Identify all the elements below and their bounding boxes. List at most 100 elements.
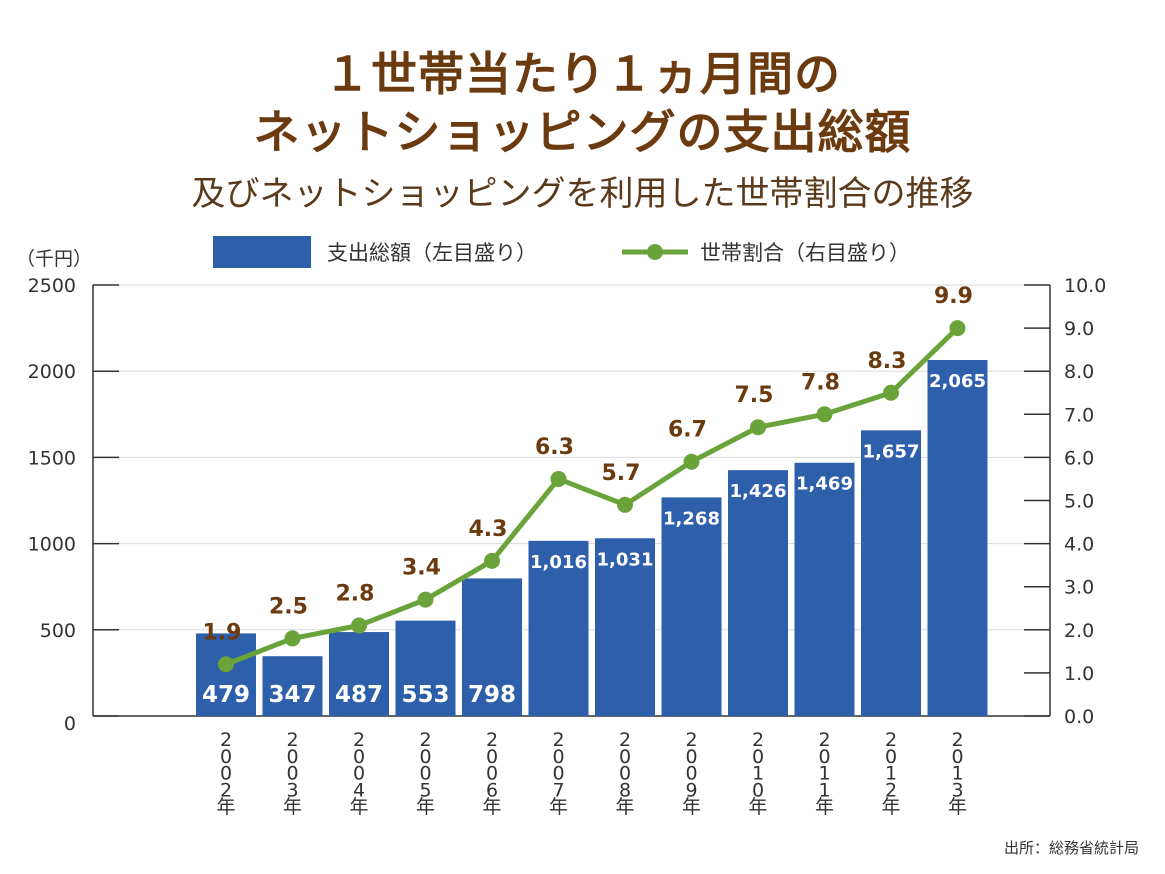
x-axis-tick-label: 年 xyxy=(216,796,235,818)
right-axis-tick-label: 5.0 xyxy=(1064,491,1094,513)
legend-item-household-rate: 世帯割合（右目盛り） xyxy=(622,236,910,268)
left-axis-tick-label: 500 xyxy=(40,620,76,642)
line-value-label: 8.3 xyxy=(868,349,907,374)
series-line-household-rate xyxy=(225,326,960,667)
line-value-label: 9.9 xyxy=(934,284,973,309)
x-axis-tick-label: 0 xyxy=(885,746,897,768)
line-point xyxy=(617,496,633,513)
bar-value-label: 487 xyxy=(335,682,383,708)
line-value-label: 3.4 xyxy=(402,556,441,581)
chart-subtitle: 及びネットショッピングを利用した世帯割合の推移 xyxy=(191,174,974,214)
x-axis-tick-label: 5 xyxy=(419,779,431,801)
line-value-label: 7.8 xyxy=(801,370,840,395)
right-axis-tick-label: 2.0 xyxy=(1064,620,1094,642)
x-axis-tick-label: 1 xyxy=(818,779,830,801)
line-point xyxy=(484,552,500,569)
x-axis-tick-label: 4 xyxy=(353,779,365,801)
legend-line-swatch xyxy=(622,244,688,260)
bar xyxy=(528,540,589,716)
x-axis-tick-label: 2 xyxy=(220,779,232,801)
right-axis-tick-label: 1.0 xyxy=(1064,663,1094,685)
legend-item-spending: 支出総額（左目盛り） xyxy=(213,236,537,268)
x-axis-tick-label: 年 xyxy=(748,796,767,818)
bar xyxy=(262,656,323,716)
line-point xyxy=(550,470,567,487)
line-value-label: 1.9 xyxy=(203,620,242,645)
x-axis-tick-label: 0 xyxy=(619,746,631,768)
line-value-label: 4.3 xyxy=(469,517,508,542)
line-value-label: 2.5 xyxy=(269,594,308,619)
bar xyxy=(395,620,456,716)
line-value-label: 6.3 xyxy=(535,435,574,460)
right-axis-tick-label: 4.0 xyxy=(1064,534,1094,556)
left-axis-tick-label: 1000 xyxy=(28,534,76,556)
x-axis-tick-label: 2 xyxy=(619,729,631,751)
x-axis-tick-label: 1 xyxy=(752,763,764,785)
left-axis-tick-label: 2500 xyxy=(28,275,76,297)
x-axis-tick-label: 0 xyxy=(220,763,232,785)
x-axis-tick-label: 0 xyxy=(353,746,365,768)
x-axis-tick-label: 2 xyxy=(885,779,897,801)
bar-value-label: 1,469 xyxy=(796,474,853,495)
x-axis-tick-label: 年 xyxy=(682,796,701,818)
x-axis-tick-label: 3 xyxy=(286,779,298,801)
x-axis-tick-label: 1 xyxy=(951,763,963,785)
x-axis-tick-label: 8 xyxy=(619,779,631,801)
chart-title-line1: １世帯当たり１ヵ月間の xyxy=(324,47,841,101)
bar-value-label: 347 xyxy=(268,682,316,708)
x-axis-tick-label: 2 xyxy=(286,729,298,751)
line-point xyxy=(351,617,367,634)
right-axis-tick-label: 0.0 xyxy=(1064,706,1094,728)
line-point xyxy=(417,591,434,608)
bar xyxy=(794,462,855,716)
legend-label-household-rate: 世帯割合（右目盛り） xyxy=(700,241,910,265)
x-axis-tick-label: 0 xyxy=(353,763,365,785)
x-axis-tick-label: 0 xyxy=(552,746,564,768)
x-axis-tick-label: 年 xyxy=(815,796,834,818)
x-axis-tick-label: 0 xyxy=(685,746,697,768)
x-axis-tick-label: 0 xyxy=(752,746,764,768)
x-axis-tick-label: 2 xyxy=(486,729,498,751)
legend-label-spending: 支出総額（左目盛り） xyxy=(327,241,537,265)
left-axis-tick-label: 0 xyxy=(64,713,76,735)
right-axis-tick-label: 10.0 xyxy=(1064,275,1106,297)
x-axis-tick-label: 年 xyxy=(549,796,568,818)
x-axis-tick-label: 3 xyxy=(951,779,963,801)
x-axis-tick-label: 0 xyxy=(419,746,431,768)
bar-value-label: 1,031 xyxy=(597,549,654,570)
line-value-label: 5.7 xyxy=(602,461,641,486)
line-point xyxy=(750,419,766,436)
bar xyxy=(595,538,655,716)
line-point xyxy=(949,320,966,337)
source-note: 出所：総務省統計局 xyxy=(1003,839,1139,857)
x-axis-tick-label: 2 xyxy=(951,729,963,751)
x-axis-tick-label: 0 xyxy=(286,746,298,768)
line-value-label: 2.8 xyxy=(336,581,375,606)
x-axis-tick-label: 0 xyxy=(619,763,631,785)
x-axis-tick-label: 0 xyxy=(818,746,830,768)
x-axis-tick-label: 1 xyxy=(885,763,897,785)
x-axis-tick-label: 0 xyxy=(752,779,764,801)
x-axis-tick-label: 2 xyxy=(220,729,232,751)
right-axis-tick-label: 9.0 xyxy=(1064,318,1094,340)
right-axis-tick-label: 6.0 xyxy=(1064,447,1094,469)
bar-value-label: 2,065 xyxy=(929,371,986,392)
left-axis-tick-label: 1500 xyxy=(28,447,76,469)
x-axis-tick-label: 0 xyxy=(486,746,498,768)
line-point xyxy=(883,384,899,401)
line-point xyxy=(218,656,234,673)
x-axis-tick-label: 0 xyxy=(951,746,963,768)
x-axis-tick-label: 1 xyxy=(818,763,830,785)
x-axis-tick-label: 9 xyxy=(685,779,697,801)
x-axis-tick-label: 年 xyxy=(416,796,435,818)
bar xyxy=(728,470,788,716)
line-value-label: 6.7 xyxy=(668,418,707,443)
x-axis-tick-label: 0 xyxy=(220,746,232,768)
x-axis-tick-label: 年 xyxy=(283,796,302,818)
bar xyxy=(462,578,522,716)
x-axis-tick-label: 年 xyxy=(881,796,900,818)
right-axis-tick-label: 7.0 xyxy=(1064,404,1094,426)
right-axis-tick-label: 8.0 xyxy=(1064,361,1094,383)
line-value-label: 7.5 xyxy=(735,383,774,408)
